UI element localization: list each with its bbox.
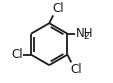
Text: Cl: Cl <box>11 48 23 61</box>
Text: Cl: Cl <box>70 63 81 76</box>
Text: Cl: Cl <box>52 2 63 15</box>
Text: NH: NH <box>75 27 92 40</box>
Text: 2: 2 <box>82 32 88 41</box>
